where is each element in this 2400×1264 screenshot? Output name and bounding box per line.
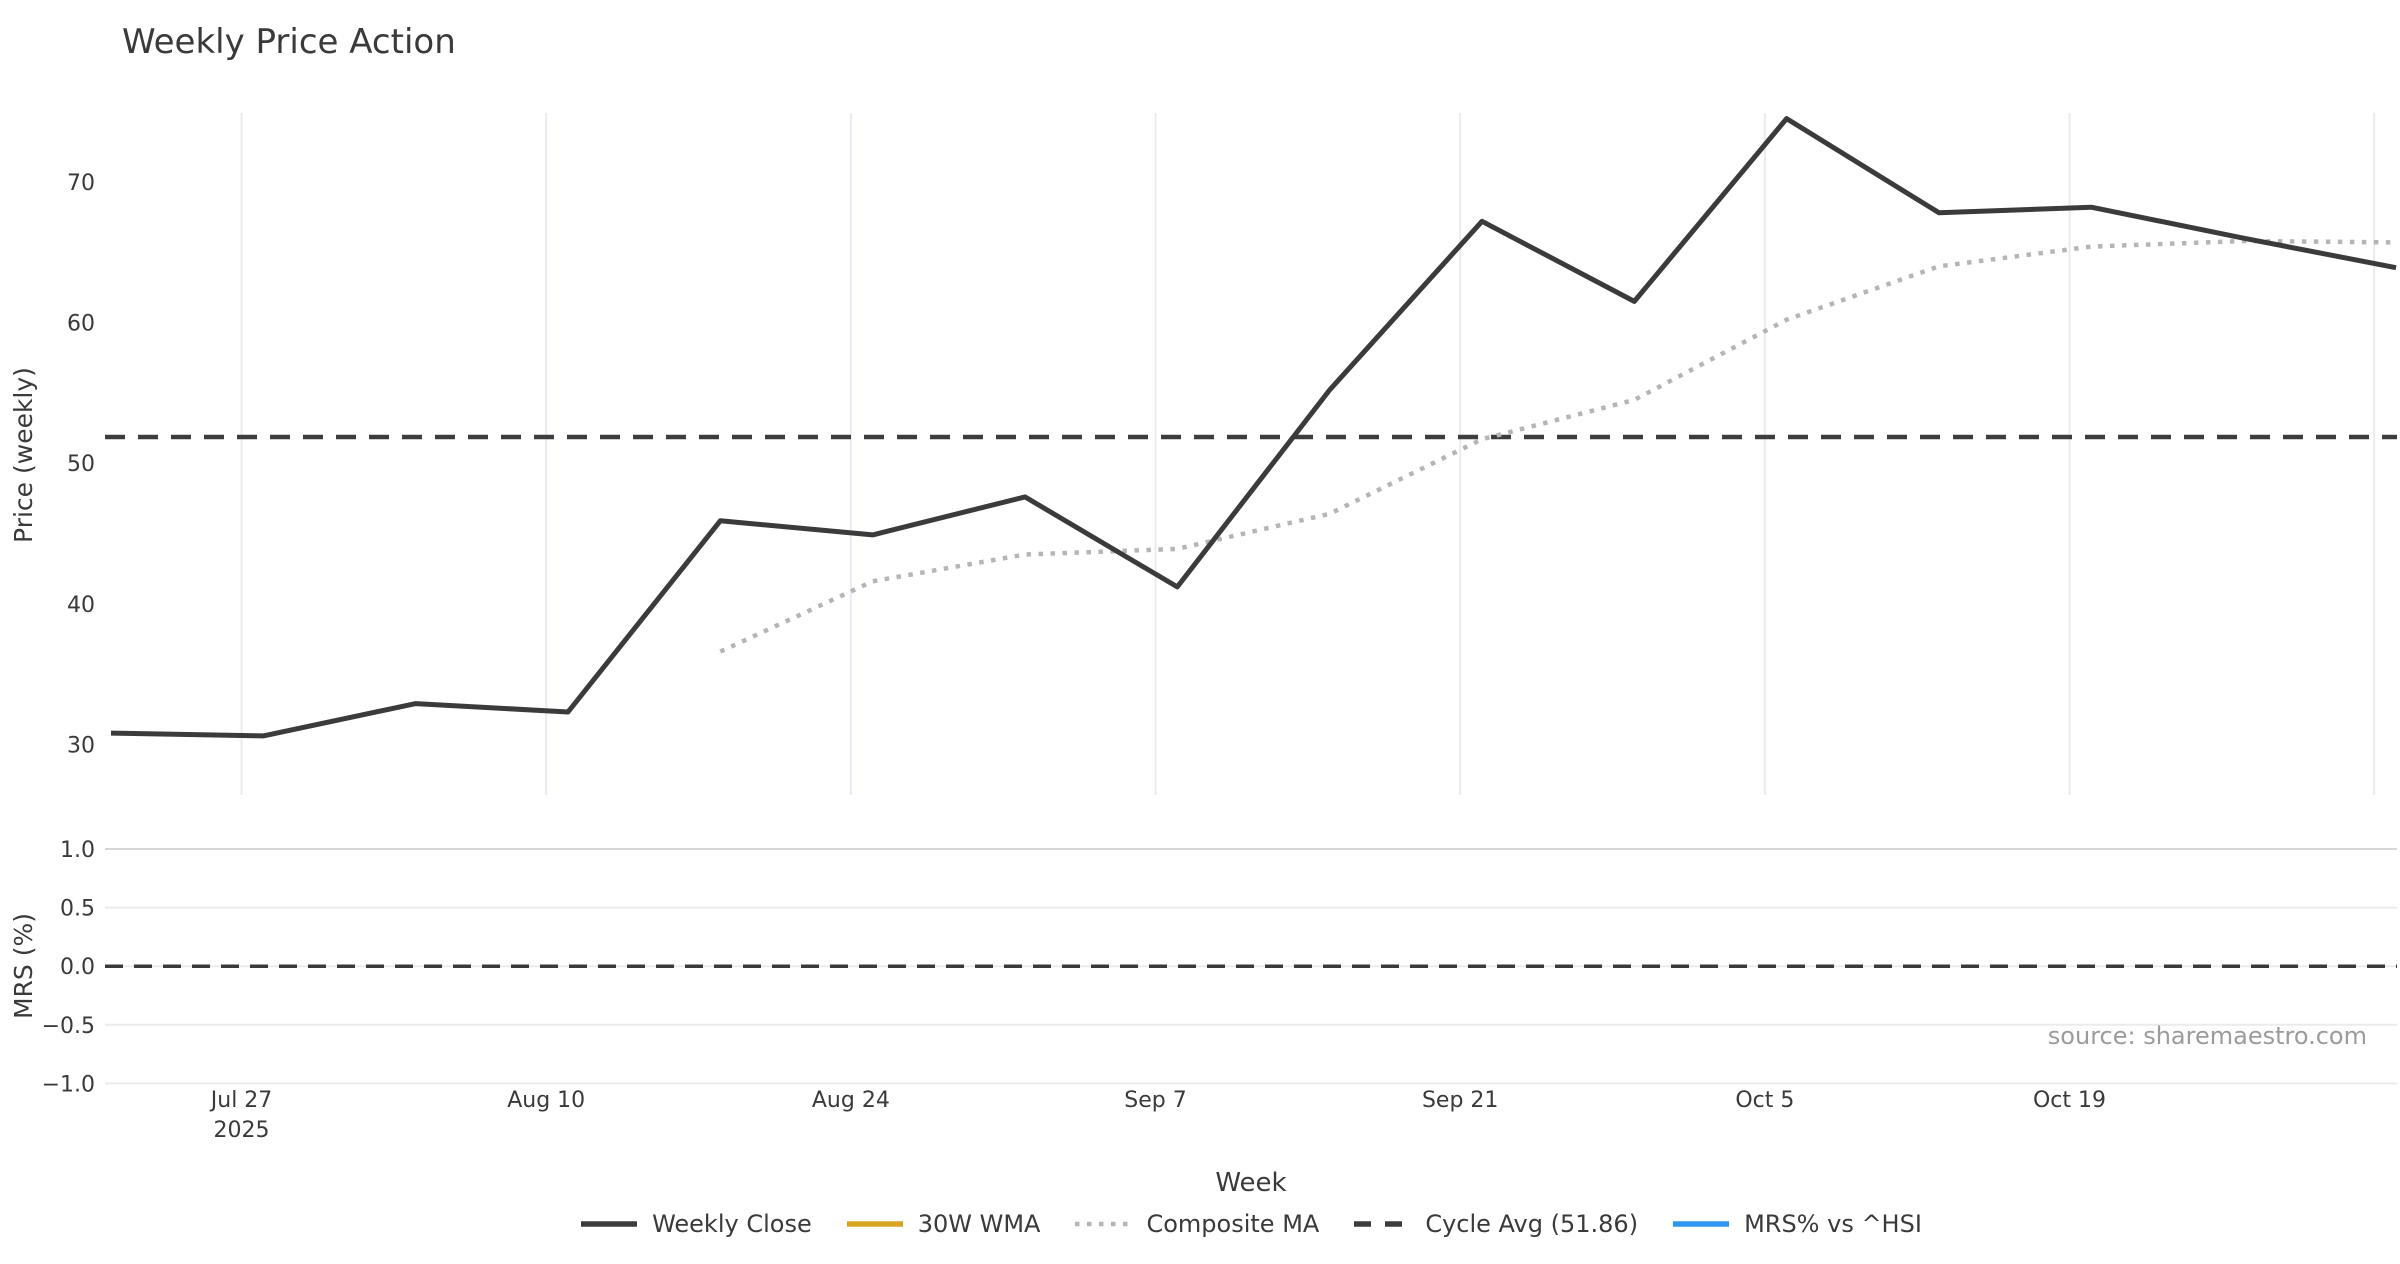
legend-item-30w-wma: 30W WMA bbox=[846, 1210, 1041, 1238]
x-tick: Sep 21 bbox=[1422, 1088, 1498, 1113]
legend-item-mrs-vs-hsi: MRS% vs ^HSI bbox=[1672, 1210, 1922, 1238]
price-panel-gridlines bbox=[240, 113, 2376, 795]
legend-swatch-line bbox=[581, 1221, 638, 1227]
legend: Weekly Close 30W WMA Composite MA Cycle Avg… bbox=[105, 1210, 2397, 1238]
mrs-y-tick: 1.0 bbox=[60, 838, 95, 863]
x-tick: Oct 5 bbox=[1735, 1088, 1794, 1113]
legend-item-composite-ma: Composite MA bbox=[1074, 1210, 1319, 1238]
composite-ma-line bbox=[719, 238, 2397, 654]
x-tick: Jul 27 bbox=[209, 1088, 273, 1113]
x-tick-year: 2025 bbox=[214, 1118, 270, 1143]
tick-labels: 30 40 50 60 70 1.0 0.5 0.0 −0.5 −1.0 Jul 27 2025 Aug… bbox=[42, 171, 2106, 1143]
x-tick: Aug 24 bbox=[812, 1088, 890, 1113]
weekly-close-line bbox=[110, 116, 2397, 739]
x-axis-label: Week bbox=[1215, 1168, 1286, 1198]
chart-title: Weekly Price Action bbox=[122, 22, 456, 62]
source-note: source: sharemaestro.com bbox=[2048, 1022, 2367, 1050]
legend-label: 30W WMA bbox=[917, 1210, 1041, 1238]
mrs-y-tick: −1.0 bbox=[42, 1072, 95, 1097]
legend-label: MRS% vs ^HSI bbox=[1744, 1210, 1922, 1238]
legend-swatch-line bbox=[846, 1221, 903, 1227]
price-y-tick: 50 bbox=[67, 452, 95, 477]
series-lines bbox=[105, 116, 2397, 968]
mrs-y-axis-label: MRS (%) bbox=[9, 913, 38, 1019]
mrs-y-tick: 0.5 bbox=[60, 897, 95, 922]
x-tick: Oct 19 bbox=[2033, 1088, 2106, 1113]
price-y-tick: 40 bbox=[67, 593, 95, 618]
price-y-tick: 70 bbox=[67, 171, 95, 196]
mrs-y-tick: 0.0 bbox=[60, 955, 95, 980]
legend-swatch-line bbox=[1354, 1221, 1411, 1227]
legend-item-cycle-avg-51-86-: Cycle Avg (51.86) bbox=[1353, 1210, 1638, 1238]
price-y-axis-label: Price (weekly) bbox=[9, 367, 38, 543]
x-tick: Aug 10 bbox=[507, 1088, 585, 1113]
mrs-y-tick: −0.5 bbox=[42, 1014, 95, 1039]
legend-label: Weekly Close bbox=[652, 1210, 812, 1238]
price-y-tick: 30 bbox=[67, 733, 95, 758]
x-tick: Sep 7 bbox=[1124, 1088, 1186, 1113]
legend-label: Cycle Avg (51.86) bbox=[1425, 1210, 1639, 1238]
legend-item-weekly-close: Weekly Close bbox=[580, 1210, 812, 1238]
legend-swatch-line bbox=[1075, 1221, 1132, 1227]
price-y-tick: 60 bbox=[67, 312, 95, 337]
legend-swatch-line bbox=[1673, 1221, 1730, 1227]
legend-label: Composite MA bbox=[1146, 1210, 1320, 1238]
